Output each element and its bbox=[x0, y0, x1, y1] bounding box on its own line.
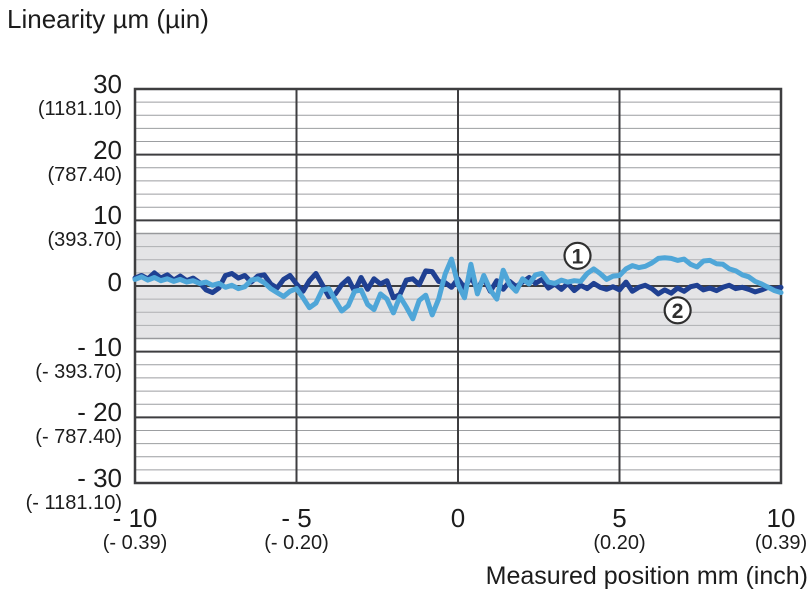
y-tick: - 30 (- 1181.10) bbox=[0, 464, 122, 515]
y-tick-value: 30 bbox=[93, 69, 122, 99]
x-tick-value: 10 bbox=[766, 503, 796, 533]
y-tick: 20 (787.40) bbox=[0, 134, 123, 187]
x-tick-value: 5 bbox=[612, 503, 627, 533]
x-tick: 10 (0.39) bbox=[706, 504, 812, 555]
series-1-label-circle bbox=[563, 241, 592, 270]
series-1-label-number: 1 bbox=[572, 245, 584, 268]
y-tick-secondary-value: (- 787.40) bbox=[35, 426, 122, 449]
series-1-line bbox=[132, 255, 784, 322]
x-tick-secondary-value: (- 0.39) bbox=[102, 532, 168, 554]
x-tick-value: - 10 bbox=[112, 503, 158, 533]
x-tick-value: - 5 bbox=[281, 503, 312, 533]
x-axis-title: Measured position mm (inch) bbox=[485, 562, 808, 590]
x-tick: 5 (0.20) bbox=[545, 504, 695, 555]
y-tick-value: 10 bbox=[93, 200, 122, 231]
y-tick-secondary-value: (- 1181.10) bbox=[25, 492, 122, 514]
y-tick: - 20 (- 787.40) bbox=[0, 398, 122, 449]
x-tick-value: 0 bbox=[450, 503, 466, 533]
y-tick: 0 bbox=[0, 268, 122, 296]
y-tick-value: 20 bbox=[93, 134, 122, 165]
chart-title: Linearity µm (µin) bbox=[7, 4, 209, 34]
y-tick-secondary-value: (- 393.70) bbox=[35, 360, 122, 383]
y-tick-secondary-value: (393.70) bbox=[47, 229, 123, 252]
series-2-label-number: 2 bbox=[672, 300, 684, 323]
x-tick: - 10 (- 0.39) bbox=[60, 504, 210, 555]
x-tick: - 5 (- 0.20) bbox=[222, 504, 372, 555]
x-tick-secondary-value: (0.39) bbox=[754, 532, 808, 554]
y-tick-value: - 10 bbox=[77, 331, 122, 362]
y-tick-secondary-value: (1181.10) bbox=[37, 98, 122, 120]
x-tick-secondary-value: (- 0.20) bbox=[264, 532, 329, 554]
y-tick: - 10 (- 393.70) bbox=[0, 333, 122, 384]
series-2-label-circle bbox=[663, 296, 692, 325]
y-tick-value: - 20 bbox=[77, 397, 122, 428]
x-tick-secondary-value: (0.20) bbox=[593, 532, 646, 554]
x-tick: 0 bbox=[383, 504, 533, 532]
y-tick-value: - 30 bbox=[77, 463, 122, 493]
y-tick: 30 (1181.10) bbox=[0, 70, 122, 121]
y-tick: 10 (393.70) bbox=[0, 200, 123, 252]
y-tick-value: 0 bbox=[107, 267, 122, 297]
y-tick-secondary-value: (787.40) bbox=[47, 163, 123, 186]
